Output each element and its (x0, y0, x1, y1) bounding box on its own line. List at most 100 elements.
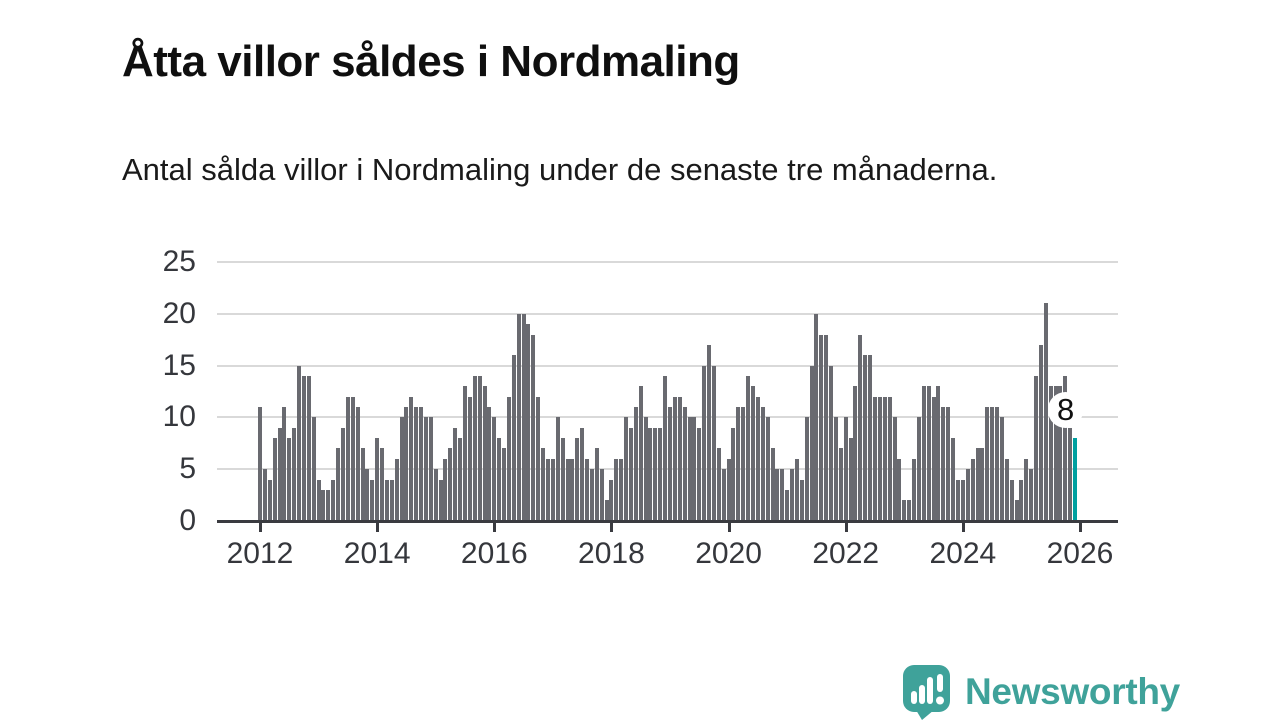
newsworthy-logo: Newsworthy (902, 664, 1180, 720)
x-axis-label: 2016 (460, 537, 528, 570)
bar (765, 417, 770, 521)
bar (458, 438, 463, 521)
bar (336, 448, 341, 521)
axis-tick (493, 523, 497, 532)
bar (946, 407, 951, 521)
bar (648, 427, 653, 521)
bar (672, 396, 677, 521)
bar (858, 334, 863, 521)
axis-tick (610, 523, 614, 532)
bar (355, 407, 360, 521)
page-subtitle: Antal sålda villor i Nordmaling under de… (122, 152, 998, 187)
bar (775, 469, 780, 521)
bar (1009, 479, 1014, 521)
bar (594, 448, 599, 521)
highlight-value-label: 8 (1048, 392, 1084, 428)
bar (746, 375, 751, 521)
bar (985, 407, 990, 521)
axis-tick (376, 523, 380, 532)
bar (580, 427, 585, 521)
bar (340, 427, 345, 521)
bar (570, 458, 575, 521)
bar (438, 479, 443, 521)
bar (487, 407, 492, 521)
bar (1029, 469, 1034, 521)
bar (472, 375, 477, 521)
grid-line (217, 261, 1118, 263)
bar (565, 458, 570, 521)
bar (599, 469, 604, 521)
bar (560, 438, 565, 521)
bar (545, 458, 550, 521)
bar (482, 386, 487, 521)
bar (477, 375, 482, 521)
bar (829, 365, 834, 521)
bar (375, 438, 380, 521)
bar (1053, 386, 1058, 521)
x-axis-label: 2014 (343, 537, 411, 570)
bar (409, 396, 414, 521)
bar (506, 396, 511, 521)
bar (360, 448, 365, 521)
bar (389, 479, 394, 521)
bar (555, 417, 560, 521)
bar (838, 448, 843, 521)
bar (536, 396, 541, 521)
bar (414, 407, 419, 521)
bar (1058, 386, 1063, 521)
bar (287, 438, 292, 521)
bar (731, 427, 736, 521)
bar (990, 407, 995, 521)
bar (619, 458, 624, 521)
grid-line (217, 468, 1118, 471)
bar (326, 489, 331, 521)
bar (521, 313, 526, 521)
bar (892, 417, 897, 521)
bar (585, 458, 590, 521)
bar (877, 396, 882, 521)
bar (380, 448, 385, 521)
bar (365, 469, 370, 521)
bar (306, 375, 311, 521)
bar (711, 365, 716, 521)
y-axis-label: 25 (162, 245, 196, 278)
bar (423, 417, 428, 521)
bar (633, 407, 638, 521)
bar (863, 355, 868, 521)
bar (453, 427, 458, 521)
x-axis-label: 2024 (929, 537, 997, 570)
bar (394, 458, 399, 521)
bar (941, 407, 946, 521)
bar (311, 417, 316, 521)
bar (1068, 427, 1073, 521)
bar (873, 396, 877, 521)
bar (799, 479, 804, 521)
bar (433, 469, 438, 521)
bar (809, 365, 814, 521)
bar (663, 375, 668, 521)
y-axis-label: 15 (162, 348, 196, 382)
bar (1024, 458, 1029, 521)
bar (497, 438, 502, 521)
bar (697, 427, 702, 521)
bar (1014, 500, 1019, 521)
axis-tick (961, 523, 965, 532)
bar (760, 407, 765, 521)
bar (951, 438, 956, 521)
bar (814, 313, 819, 521)
y-axis-label: 5 (179, 452, 196, 486)
x-axis-label: 2026 (1046, 537, 1114, 570)
bar (916, 417, 921, 521)
bar (331, 479, 336, 521)
grid-line (217, 364, 1118, 367)
bar (750, 386, 755, 521)
bar (321, 489, 326, 521)
bar (843, 417, 848, 521)
bar (687, 417, 692, 521)
brand-name: Newsworthy (965, 671, 1180, 712)
bar (502, 448, 507, 521)
bar (1034, 375, 1039, 521)
axis-tick (727, 523, 731, 532)
bar (794, 458, 799, 521)
bar (609, 479, 614, 521)
